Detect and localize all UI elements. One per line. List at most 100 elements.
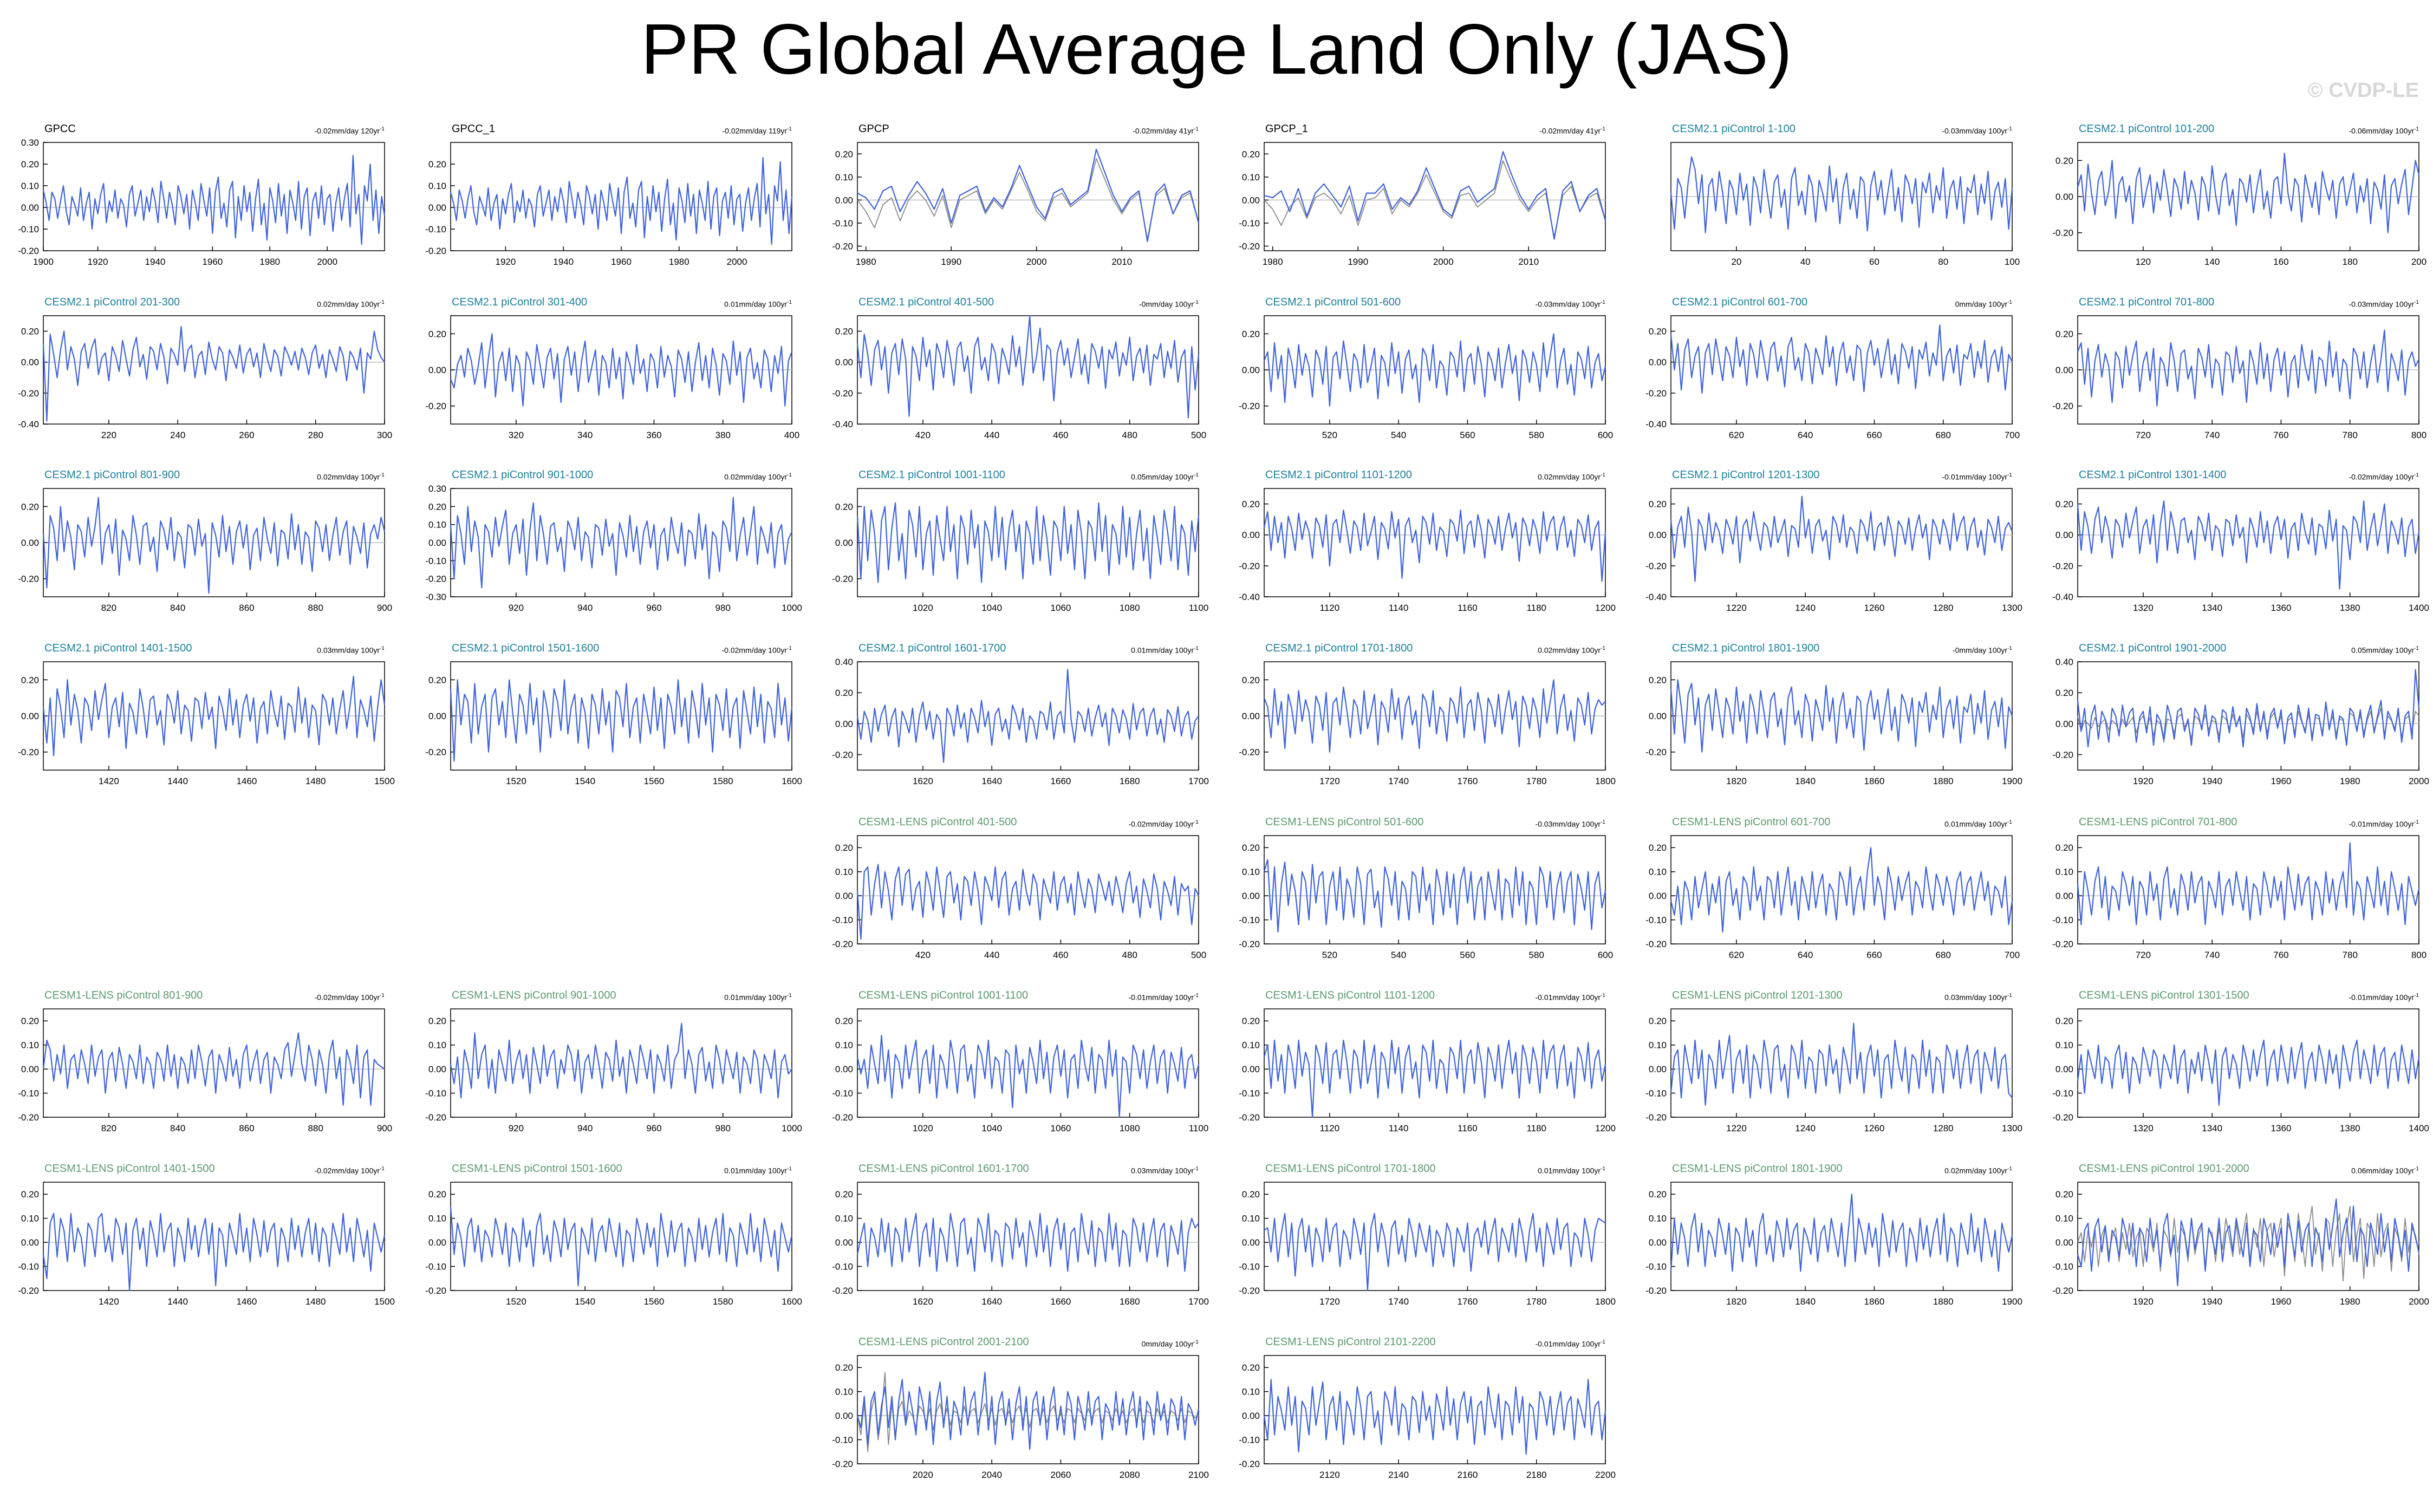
trend-exponent: -1 — [2007, 472, 2012, 478]
plot-frame — [1264, 1355, 1606, 1464]
series-line — [42, 675, 386, 757]
chart-plot: 0.20 0.10 0.00 -0.10 -0.20 1620 1640 1660 1680 17… — [832, 1182, 1209, 1307]
panel-trend-text: 0.01mm/day 100yr — [724, 1166, 788, 1175]
panel-trend-text: 0.02mm/day 100yr — [1538, 472, 1601, 481]
series-line — [2077, 1039, 2420, 1106]
x-tick-label: 880 — [308, 603, 323, 613]
x-tick-label: 740 — [2204, 950, 2220, 960]
chart-plot: 0.20 0.00 -0.20 120 140 160 180 200 — [2052, 142, 2427, 267]
x-tick-label: 400 — [784, 430, 799, 440]
panel-trend-text: -0.03mm/day 100yr — [2349, 299, 2415, 309]
x-tick-label: 1620 — [913, 776, 933, 786]
x-tick-label: 940 — [577, 1123, 593, 1133]
y-tick-label: -0.20 — [1239, 747, 1260, 758]
chart-panel-cesm2_801_900: CESM2.1 piControl 801-900 0.02mm/day 100y… — [18, 469, 392, 613]
x-tick-label: 1280 — [1933, 603, 1954, 613]
y-tick-label: 0.20 — [1649, 843, 1667, 853]
x-tick-label: 1780 — [1526, 776, 1547, 786]
y-tick-label: -0.20 — [425, 574, 446, 584]
y-tick-label: -0.20 — [832, 1286, 853, 1296]
x-tick-label: 900 — [377, 603, 392, 613]
y-tick-label: 0.10 — [21, 1040, 39, 1051]
y-tick-label: 0.20 — [835, 688, 853, 698]
y-tick-label: 0.20 — [2055, 1016, 2073, 1026]
x-tick-label: 2160 — [1458, 1470, 1478, 1480]
y-tick-label: 0.20 — [1242, 1189, 1260, 1200]
series-line — [1263, 509, 1606, 582]
y-tick-label: -0.40 — [1239, 592, 1260, 602]
y-tick-label: -0.20 — [18, 1112, 39, 1123]
chart-panel-cesm2_901_1000: CESM2.1 piControl 901-1000 0.02mm/day 100… — [425, 469, 802, 613]
series-line — [1670, 847, 2013, 933]
y-tick-label: 0.00 — [1242, 530, 1260, 540]
chart-plot: 0.20 0.10 0.00 -0.10 -0.20 820 840 860 880 900 — [18, 1008, 392, 1133]
x-tick-label: 880 — [308, 1123, 323, 1133]
trend-exponent: -1 — [2007, 993, 2012, 999]
panel-trend: 0.01mm/day 100yr-1 — [724, 1166, 792, 1175]
y-tick-label: -0.20 — [1645, 561, 1667, 571]
y-tick-label: 0.10 — [835, 1214, 853, 1224]
chart-plot: 0.20 0.00 -0.20 -0.40 420 440 460 480 500 — [832, 315, 1206, 440]
series-line — [1670, 156, 2013, 233]
panel-trend: -0.02mm/day 100yr-1 — [314, 1166, 385, 1175]
plot-frame — [1264, 142, 1606, 251]
panel-trend: -0.06mm/day 100yr-1 — [2349, 126, 2419, 135]
y-tick-label: 0.20 — [2055, 688, 2073, 698]
x-tick-label: 920 — [509, 1123, 524, 1133]
x-tick-label: 1560 — [644, 776, 665, 786]
x-tick-label: 1480 — [305, 776, 326, 786]
watermark: © CVDP-LE — [2307, 79, 2419, 102]
chart-plot: 0.20 0.00 -0.20 820 840 860 880 900 — [18, 488, 392, 613]
panel-trend: -0.03mm/day 100yr-1 — [1942, 126, 2012, 135]
y-tick-label: 0.10 — [1649, 1214, 1667, 1224]
panel-title: CESM1-LENS piControl 601-700 — [1672, 816, 1831, 828]
chart-plot: 0.40 0.20 0.00 -0.20 1920 1940 1960 1980 2000 — [2052, 657, 2429, 786]
y-tick-label: 0.20 — [2055, 499, 2073, 510]
x-tick-label: 620 — [1729, 430, 1744, 440]
chart-plot: 0.20 0.00 -0.20 -0.40 1320 1340 1360 1380 1400 — [2052, 488, 2429, 613]
trend-exponent: -1 — [2007, 646, 2012, 651]
y-tick-label: 0.00 — [1242, 365, 1260, 375]
x-tick-label: 1900 — [33, 257, 54, 267]
x-tick-label: 100 — [2005, 257, 2020, 267]
trend-exponent: -1 — [1601, 299, 1605, 305]
chart-panel-cesm2_1301_1400: CESM2.1 piControl 1301-1400 -0.02mm/day 1… — [2052, 469, 2429, 613]
x-tick-label: 1500 — [374, 776, 395, 786]
panel-trend-text: 0.02mm/day 100yr — [724, 472, 788, 481]
y-tick-label: 0.00 — [21, 1064, 39, 1074]
x-tick-label: 1080 — [1120, 603, 1140, 613]
x-tick-label: 1980 — [856, 257, 876, 267]
series-line — [856, 1034, 1200, 1118]
chart-plot: 0.20 0.10 0.00 -0.10 -0.20 1320 1340 1360 1380 14… — [2052, 1008, 2429, 1133]
y-tick-label: -0.10 — [2052, 1262, 2073, 1272]
y-tick-label: -0.20 — [18, 388, 39, 399]
panel-title: GPCP_1 — [1265, 123, 1308, 135]
x-tick-label: 1020 — [913, 603, 933, 613]
x-tick-label: 1880 — [1933, 1296, 1954, 1307]
panel-trend-text: -0.03mm/day 100yr — [1942, 126, 2008, 135]
y-tick-label: 0.20 — [1649, 1016, 1667, 1026]
x-tick-label: 1760 — [1458, 776, 1478, 786]
panel-trend-text: -0.01mm/day 100yr — [2349, 993, 2415, 1002]
trend-exponent: -1 — [1601, 1339, 1605, 1345]
chart-plot: 0.20 0.10 0.00 -0.10 -0.20 2020 2040 2060 2080 21… — [832, 1355, 1209, 1480]
trend-exponent: -1 — [2007, 1166, 2012, 1172]
chart-plot: 0.20 0.00 -0.20 720 740 760 780 800 — [2052, 315, 2427, 440]
x-tick-label: 2000 — [2409, 776, 2429, 786]
chart-panel-cesm1_1201_1300: CESM1-LENS piControl 1201-1300 0.03mm/day… — [1645, 989, 2022, 1133]
panel-trend: -0mm/day 100yr-1 — [1139, 299, 1199, 309]
trend-exponent: -1 — [2414, 993, 2419, 999]
y-tick-label: -0.20 — [832, 750, 853, 760]
panel-trend-text: -0.03mm/day 100yr — [1535, 819, 1601, 829]
panel-trend-text: 0.03mm/day 100yr — [1944, 993, 2008, 1002]
plot-frame — [1670, 835, 2013, 944]
y-tick-label: -0.20 — [1239, 939, 1260, 949]
y-tick-label: -0.20 — [1239, 401, 1260, 412]
y-tick-label: 0.00 — [835, 891, 853, 901]
x-tick-label: 120 — [2136, 257, 2151, 267]
panel-title: CESM1-LENS piControl 1501-1600 — [452, 1163, 622, 1175]
x-tick-label: 1800 — [1595, 776, 1616, 786]
x-tick-label: 1820 — [1726, 776, 1747, 786]
y-tick-label: 0.20 — [835, 149, 853, 159]
panel-trend: 0.03mm/day 100yr-1 — [1131, 1166, 1199, 1175]
